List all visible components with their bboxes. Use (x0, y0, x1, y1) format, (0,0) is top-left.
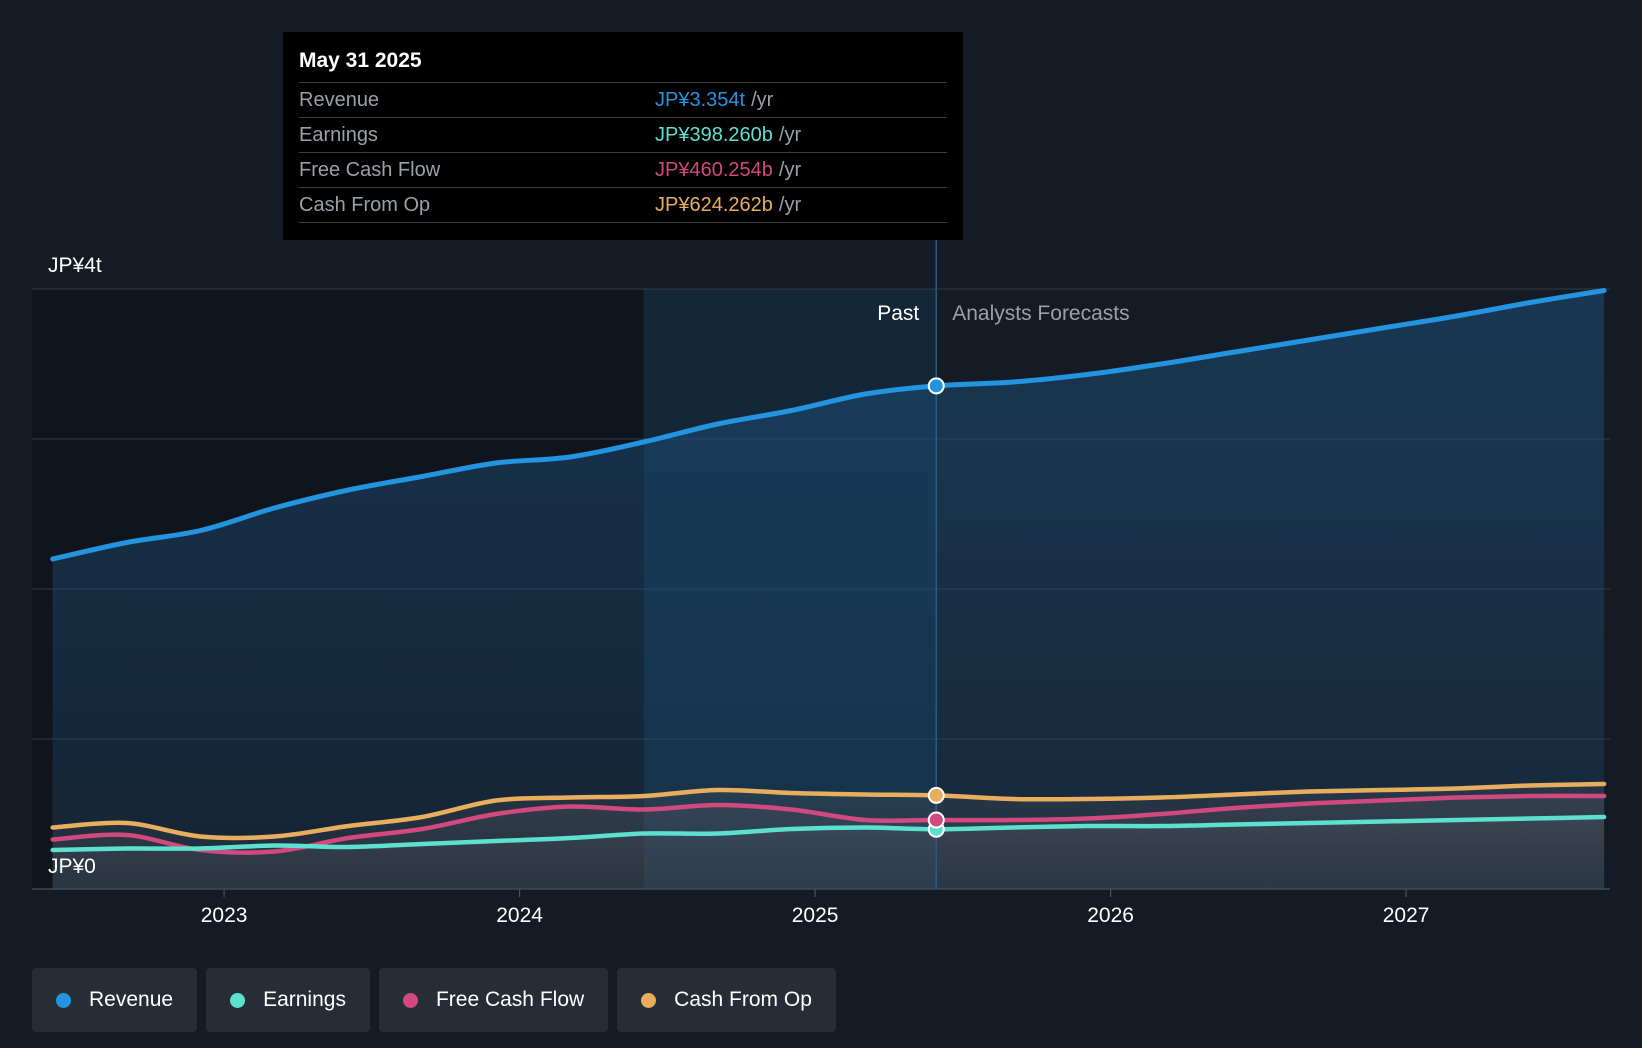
x-tick-label: 2026 (1087, 904, 1134, 927)
series-lines (50, 288, 1607, 855)
tooltip-markers (927, 377, 945, 838)
legend-label: Earnings (263, 988, 346, 1011)
tooltip-value: JP¥460.254b (655, 159, 773, 181)
revenue-area (52, 290, 1605, 889)
tooltip-unit: /yr (778, 194, 802, 216)
tooltip: May 31 2025 Revenue JP¥3.354t /yr Earnin… (283, 32, 963, 240)
revenue-marker (927, 377, 945, 395)
cash-from-op-line (50, 781, 1607, 841)
free-cash-flow-dot-icon (402, 992, 418, 1008)
revenue-dot-icon (56, 992, 71, 1008)
tooltip-label: Revenue (299, 89, 380, 111)
cash-from-op-marker (927, 786, 945, 804)
legend-label: Free Cash Flow (435, 988, 585, 1011)
series-areas (52, 290, 1605, 889)
forecast-label: Analysts Forecasts (952, 302, 1129, 325)
legend: Revenue Earnings Free Cash Flow Cash Fro… (32, 968, 836, 1032)
legend-item-cash-from-op[interactable]: Cash From Op (617, 968, 836, 1032)
tooltip-label: Free Cash Flow (299, 159, 441, 181)
tooltip-row-earnings: Earnings JP¥398.260b /yr (299, 118, 947, 153)
y-axis-bottom-label: JP¥0 (48, 855, 96, 878)
x-tick-label: 2027 (1383, 904, 1430, 927)
legend-item-revenue[interactable]: Revenue (32, 968, 198, 1032)
tooltip-unit: /yr (778, 124, 802, 146)
tooltip-unit: /yr (778, 159, 802, 181)
tooltip-label: Cash From Op (299, 194, 431, 216)
tooltip-value: JP¥3.354t (655, 89, 746, 111)
cash-from-op-dot-icon (641, 992, 657, 1008)
tooltip-row-cash-from-op: Cash From Op JP¥624.262b /yr (299, 188, 947, 223)
tooltip-row-free-cash-flow: Free Cash Flow JP¥460.254b /yr (299, 153, 947, 188)
y-axis-top-label: JP¥4t (48, 254, 102, 277)
tooltip-row-revenue: Revenue JP¥3.354t /yr (299, 83, 947, 118)
legend-item-free-cash-flow[interactable]: Free Cash Flow (378, 968, 609, 1032)
revenue-line (50, 288, 1607, 562)
earnings-dot-icon (230, 992, 246, 1008)
past-label: Past (877, 302, 919, 325)
x-axis: 2023 2024 2025 2026 2027 (201, 889, 1430, 927)
x-tick-label: 2023 (201, 904, 248, 927)
tooltip-unit: /yr (751, 89, 774, 111)
x-tick-label: 2024 (496, 904, 543, 927)
free-cash-flow-marker (927, 811, 945, 829)
legend-label: Cash From Op (674, 988, 812, 1011)
tooltip-value: JP¥398.260b (655, 124, 773, 146)
tooltip-date: May 31 2025 (299, 46, 947, 83)
legend-label: Revenue (89, 988, 174, 1011)
tooltip-value: JP¥624.262b (655, 194, 773, 216)
x-tick-label: 2025 (792, 904, 839, 927)
tooltip-label: Earnings (299, 124, 378, 146)
earnings-line (50, 814, 1607, 853)
legend-item-earnings[interactable]: Earnings (206, 968, 370, 1032)
